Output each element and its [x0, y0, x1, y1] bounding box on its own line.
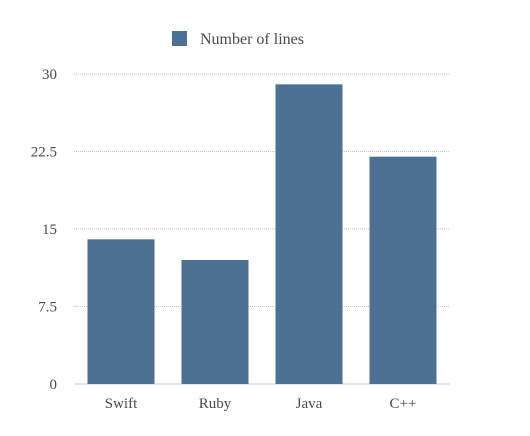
- bar-java: [275, 84, 343, 384]
- labels-layer: 0 7.5 15 22.5 30 Swift Ruby Java C++: [31, 67, 417, 412]
- y-tick-label: 7.5: [38, 300, 57, 316]
- y-tick-label: 22.5: [31, 145, 57, 161]
- x-tick-label: Ruby: [199, 396, 232, 412]
- bar-cplus: [369, 156, 437, 384]
- bar-ruby: [181, 260, 249, 384]
- y-tick-label: 30: [42, 67, 57, 83]
- y-tick-label: 0: [50, 377, 58, 393]
- legend-swatch: [172, 31, 187, 46]
- bars-layer: [87, 84, 437, 384]
- x-tick-label: C++: [390, 396, 417, 412]
- legend-label: Number of lines: [200, 31, 304, 48]
- x-tick-label: Swift: [105, 396, 138, 412]
- legend: Number of lines: [172, 31, 304, 48]
- y-tick-label: 15: [42, 222, 57, 238]
- x-tick-label: Java: [296, 396, 323, 412]
- bar-swift: [87, 239, 155, 384]
